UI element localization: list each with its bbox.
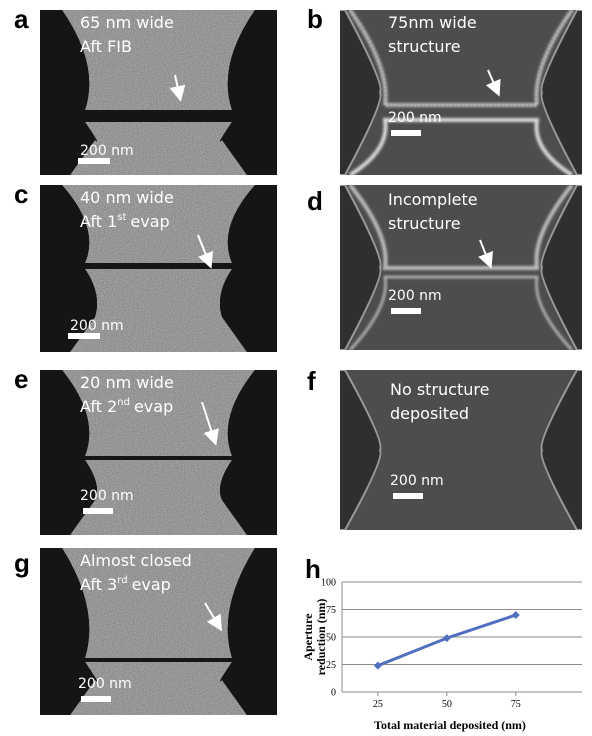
annotation: structure	[388, 214, 461, 233]
annotation-text: 40 nm wide	[80, 188, 174, 207]
marker	[512, 611, 520, 619]
x-axis-label: Total material deposited (nm)	[374, 718, 526, 732]
superscript: nd	[117, 397, 130, 408]
y-axis-label: reduction (nm)	[314, 599, 328, 676]
sem-image: 65 nm wide Aft FIB 200 nm	[40, 10, 277, 175]
scale-label: 200 nm	[70, 318, 124, 334]
panel-label: c	[14, 179, 28, 209]
superscript: st	[117, 212, 126, 223]
marker	[374, 662, 382, 670]
annotation: 65 nm wide	[80, 13, 174, 32]
panel-label: e	[14, 364, 28, 394]
annotation-text: Aft FIB	[80, 37, 132, 56]
annotation-text: deposited	[390, 404, 469, 423]
annotation: 40 nm wide	[80, 188, 174, 207]
annotation: Incomplete	[388, 190, 478, 209]
marker	[443, 634, 451, 642]
annotation-text: Almost closed	[80, 551, 192, 570]
annotation-text: Aft 2	[80, 397, 117, 416]
superscript: rd	[117, 575, 127, 586]
panel-label: g	[14, 548, 30, 578]
annotation: deposited	[390, 404, 469, 423]
annotation-text: evap	[130, 212, 169, 231]
bottom-block	[70, 269, 247, 352]
annotation-text: evap	[134, 397, 173, 416]
annotation-text: Incomplete	[388, 190, 478, 209]
annotation-text: structure	[388, 37, 461, 56]
x-tick-label: 75	[511, 699, 521, 710]
panel-label: d	[307, 186, 323, 216]
y-axis-label: Aperture	[301, 613, 315, 661]
scale-label: 200 nm	[80, 488, 134, 504]
annotation-text: evap	[132, 575, 171, 594]
panel-label: f	[307, 366, 316, 396]
annotation-text: Aft 3	[80, 575, 117, 594]
y-tick-label: 100	[321, 578, 336, 589]
panel-label: b	[307, 4, 323, 34]
annotation-text: 75nm wide	[388, 13, 477, 32]
panel-label: a	[14, 4, 29, 34]
annotation: 20 nm wide	[80, 373, 174, 392]
x-tick-label: 25	[373, 699, 383, 710]
scale-bar	[393, 493, 423, 499]
annotation: structure	[388, 37, 461, 56]
figure: a 65 nm wide Aft FIB 200 nm b 75nm wide struct…	[0, 0, 592, 736]
scale-label: 200 nm	[390, 473, 444, 489]
sem-image: 75nm wide structure 200 nm	[335, 10, 587, 175]
panel-label: h	[305, 554, 321, 584]
annotation: Almost closed	[80, 551, 192, 570]
scale-bar	[83, 508, 113, 514]
scale-label: 200 nm	[78, 676, 132, 692]
scale-bar	[81, 696, 111, 702]
sem-image: No structure deposited 200 nm	[335, 370, 587, 530]
annotation: Aft FIB	[80, 37, 132, 56]
scale-label: 200 nm	[388, 288, 442, 304]
annotation-text: No structure	[390, 380, 489, 399]
scale-bar	[391, 130, 421, 136]
annotation: 75nm wide	[388, 13, 477, 32]
x-tick-label: 50	[442, 699, 452, 710]
annotation-text: structure	[388, 214, 461, 233]
scale-label: 200 nm	[80, 143, 134, 159]
scale-label: 200 nm	[388, 110, 442, 126]
annotation: No structure	[390, 380, 489, 399]
annotation-text: 65 nm wide	[80, 13, 174, 32]
annotation-text: Aft 1	[80, 212, 117, 231]
y-tick-label: 0	[331, 688, 336, 699]
scale-bar	[391, 308, 421, 314]
sem-image: Incomplete structure 200 nm	[335, 185, 587, 350]
annotation-text: 20 nm wide	[80, 373, 174, 392]
